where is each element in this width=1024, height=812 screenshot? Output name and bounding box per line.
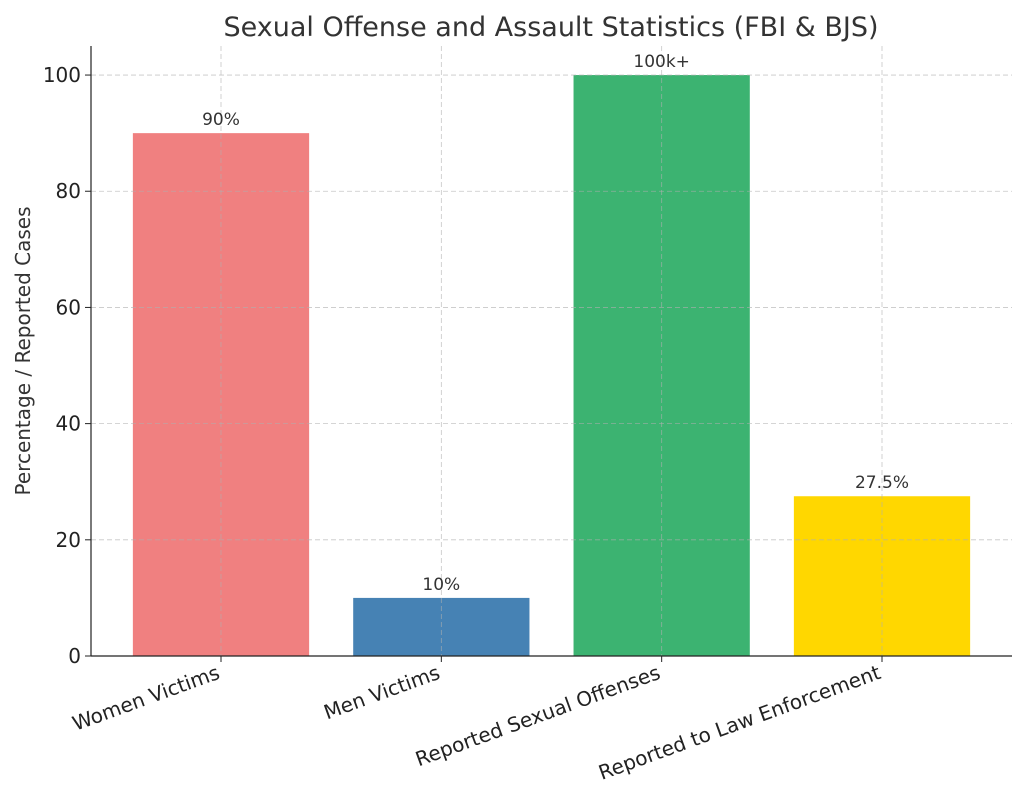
y-tick-label: 20 — [56, 528, 81, 552]
bars — [132, 75, 971, 657]
x-tick-label: Men Victims — [320, 660, 443, 724]
y-tick-label: 40 — [56, 412, 81, 436]
data-label: 100k+ — [633, 52, 690, 72]
data-label: 10% — [422, 575, 460, 595]
data-label: 27.5% — [855, 473, 909, 493]
grid — [91, 46, 1012, 656]
data-label: 90% — [202, 110, 240, 130]
y-axis-label: Percentage / Reported Cases — [11, 207, 35, 496]
y-tick-label: 100 — [43, 63, 81, 87]
y-tick-label: 0 — [68, 644, 81, 668]
y-tick-label: 80 — [56, 179, 81, 203]
axes — [90, 46, 1012, 657]
y-tick-label: 60 — [56, 295, 81, 319]
chart-title: Sexual Offense and Assault Statistics (F… — [223, 12, 878, 43]
data-labels: 90% 10% 100k+ 27.5% — [202, 52, 909, 595]
x-tick-label: Women Victims — [69, 660, 223, 735]
